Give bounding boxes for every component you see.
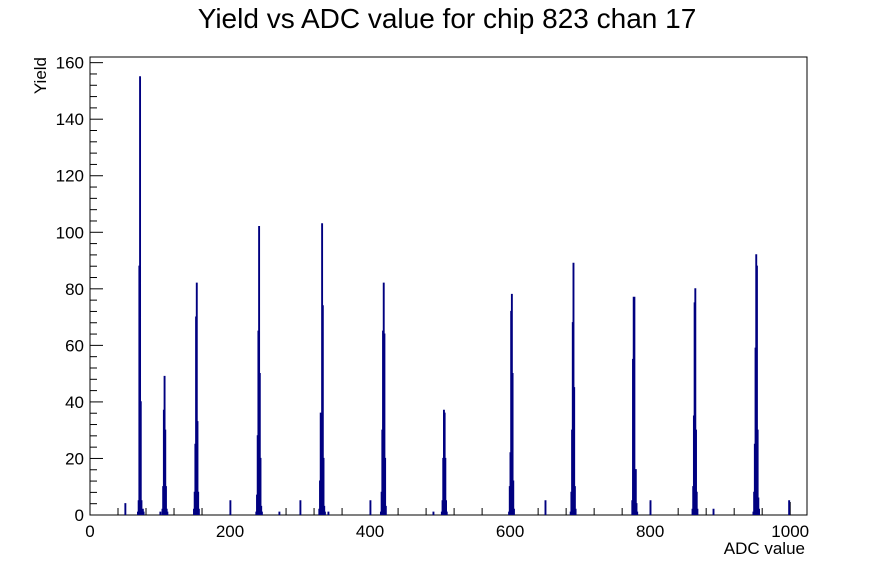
- x-tick-label: 200: [216, 522, 244, 541]
- axis-ticks: [89, 62, 791, 516]
- axis-tick-labels: 0 200 400 600 800 1000 0 20 40 60 80 100 120 140 160: [56, 54, 809, 541]
- x-tick-label: 0: [85, 522, 94, 541]
- y-tick-label: 120: [56, 167, 84, 186]
- x-axis-label: ADC value: [724, 539, 805, 558]
- x-tick-label: 800: [636, 522, 664, 541]
- x-tick-label: 600: [496, 522, 524, 541]
- plot-frame: [89, 56, 808, 516]
- y-tick-label: 60: [65, 336, 84, 355]
- x-tick-label: 400: [356, 522, 384, 541]
- x-tick-label: 1000: [771, 522, 809, 541]
- y-tick-label: 140: [56, 110, 84, 129]
- y-tick-label: 80: [65, 280, 84, 299]
- y-axis-label: Yield: [31, 57, 50, 94]
- histogram-series: [124, 76, 791, 515]
- chart-title: Yield vs ADC value for chip 823 chan 17: [198, 3, 697, 34]
- y-tick-label: 20: [65, 449, 84, 468]
- y-tick-label: 0: [75, 506, 84, 525]
- y-tick-label: 40: [65, 393, 84, 412]
- y-tick-label: 100: [56, 223, 84, 242]
- y-tick-label: 160: [56, 54, 84, 73]
